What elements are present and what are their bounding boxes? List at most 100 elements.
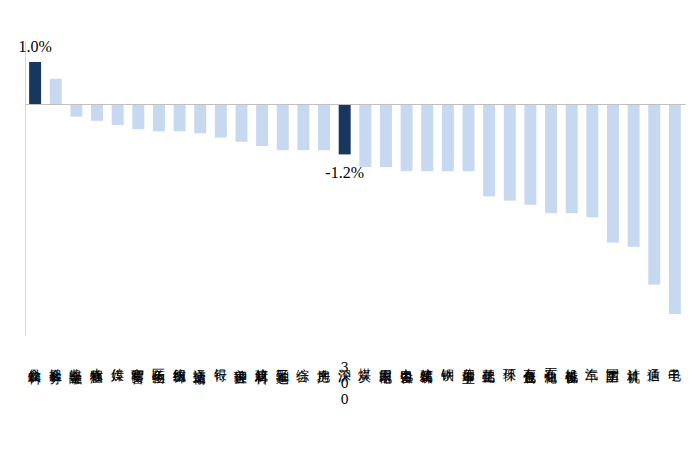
x-tick-label: 汽车 xyxy=(585,358,600,383)
bar xyxy=(669,104,681,314)
x-tick: 纺织服饰 xyxy=(172,104,187,384)
x-tick-label: 医药生物 xyxy=(151,358,166,384)
x-tick-label: 电子 xyxy=(667,358,682,382)
bar xyxy=(524,104,536,205)
x-tick: 食品饮料 xyxy=(28,104,43,385)
x-tick-label: 沪深300 xyxy=(337,358,352,408)
x-tick: 社会服务 xyxy=(48,104,63,385)
x-tick: 商贸零售 xyxy=(131,104,146,385)
x-tick-label: 国防军工 xyxy=(605,358,620,383)
bar xyxy=(29,62,41,104)
y-axis-line xyxy=(25,42,26,336)
x-tick-label: 有色金属 xyxy=(523,358,538,384)
x-tick-label: 综合 xyxy=(296,358,311,383)
x-tick-label: 传媒 xyxy=(110,358,125,382)
x-tick: 石油石化 xyxy=(544,104,559,384)
x-tick: 家用电器 xyxy=(378,104,393,384)
bar xyxy=(70,104,82,117)
chart: 食品饮料社会服务非银金融农林牧渔传媒商贸零售医药生物纺织服饰交通运输银行美容护理… xyxy=(0,0,700,453)
bar xyxy=(586,104,598,217)
x-tick-label: 钢铁 xyxy=(440,358,455,382)
x-tick-label: 非银金融 xyxy=(69,358,84,385)
x-tick-label: 农林牧渔 xyxy=(90,358,105,384)
x-tick-label: 家用电器 xyxy=(378,358,393,384)
x-tick: 医药生物 xyxy=(151,104,166,384)
bar xyxy=(132,104,144,129)
x-tick-label: 建筑材料 xyxy=(255,358,270,385)
bar xyxy=(380,104,392,167)
x-tick: 银行 xyxy=(213,104,228,382)
bar xyxy=(194,104,206,133)
x-tick: 机械设备 xyxy=(564,104,579,384)
x-tick-label: 纺织服饰 xyxy=(172,358,187,384)
x-tick-label: 美容护理 xyxy=(234,358,249,384)
x-tick: 环保 xyxy=(502,104,517,382)
bar xyxy=(339,104,351,154)
x-tick: 有色金属 xyxy=(523,104,538,384)
bar xyxy=(483,104,495,196)
x-tick: 非银金融 xyxy=(69,104,84,385)
bar xyxy=(545,104,557,213)
data-label: -1.2% xyxy=(325,164,364,181)
x-tick: 轻工制造 xyxy=(275,104,290,385)
x-tick-label: 银行 xyxy=(213,358,228,382)
x-tick: 煤炭 xyxy=(358,104,373,384)
x-tick-label: 食品饮料 xyxy=(28,358,43,385)
bar xyxy=(401,104,413,171)
bars xyxy=(29,62,681,314)
x-tick: 电力设备 xyxy=(399,104,414,384)
x-tick: 房地产 xyxy=(317,104,332,384)
bar xyxy=(442,104,454,171)
x-tick-label: 机械设备 xyxy=(564,358,579,384)
x-tick-label: 社会服务 xyxy=(48,358,63,385)
x-tick: 传媒 xyxy=(110,104,125,382)
x-tick: 综合 xyxy=(296,104,311,383)
x-tick: 计算机 xyxy=(626,104,641,384)
x-tick-label: 公用事业 xyxy=(461,358,476,384)
bar xyxy=(566,104,578,213)
x-tick: 沪深300 xyxy=(337,104,352,408)
zero-line xyxy=(26,104,686,105)
x-tick-label: 通信 xyxy=(647,358,662,382)
x-tick-label: 轻工制造 xyxy=(275,358,290,385)
data-label: 1.0% xyxy=(18,38,51,55)
x-tick: 通信 xyxy=(647,104,662,382)
bar xyxy=(648,104,660,285)
bar xyxy=(421,104,433,171)
x-tick: 农林牧渔 xyxy=(90,104,105,384)
x-tick: 电子 xyxy=(667,104,682,382)
bar xyxy=(297,104,309,150)
x-tick: 基础化工 xyxy=(482,104,497,383)
bar xyxy=(112,104,124,125)
x-tick: 建筑材料 xyxy=(255,104,270,385)
x-tick-label: 电力设备 xyxy=(399,358,414,384)
bar xyxy=(277,104,289,150)
x-tick-label: 房地产 xyxy=(317,358,332,384)
bar xyxy=(215,104,227,138)
bar xyxy=(318,104,330,150)
bar xyxy=(256,104,268,146)
x-tick: 交通运输 xyxy=(193,104,208,385)
x-axis: 食品饮料社会服务非银金融农林牧渔传媒商贸零售医药生物纺织服饰交通运输银行美容护理… xyxy=(26,104,686,408)
data-labels: 1.0% -1.2% xyxy=(18,38,364,181)
x-tick-label: 环保 xyxy=(502,358,517,382)
bar xyxy=(359,104,371,167)
x-tick-label: 基础化工 xyxy=(482,358,497,383)
bar xyxy=(153,104,165,131)
x-tick: 公用事业 xyxy=(461,104,476,384)
x-tick: 国防军工 xyxy=(605,104,620,383)
bar xyxy=(174,104,186,131)
x-tick-label: 建筑装饰 xyxy=(420,358,435,384)
x-tick-label: 计算机 xyxy=(626,358,641,384)
bar xyxy=(504,104,516,201)
x-tick-label: 煤炭 xyxy=(358,358,373,384)
x-tick: 建筑装饰 xyxy=(420,104,435,384)
bar xyxy=(50,79,62,104)
x-tick-label: 商贸零售 xyxy=(131,358,146,385)
bar xyxy=(607,104,619,243)
bar xyxy=(236,104,248,142)
y-axis xyxy=(25,42,26,336)
x-tick: 美容护理 xyxy=(234,104,249,384)
x-tick: 钢铁 xyxy=(440,104,455,382)
bar xyxy=(91,104,103,121)
